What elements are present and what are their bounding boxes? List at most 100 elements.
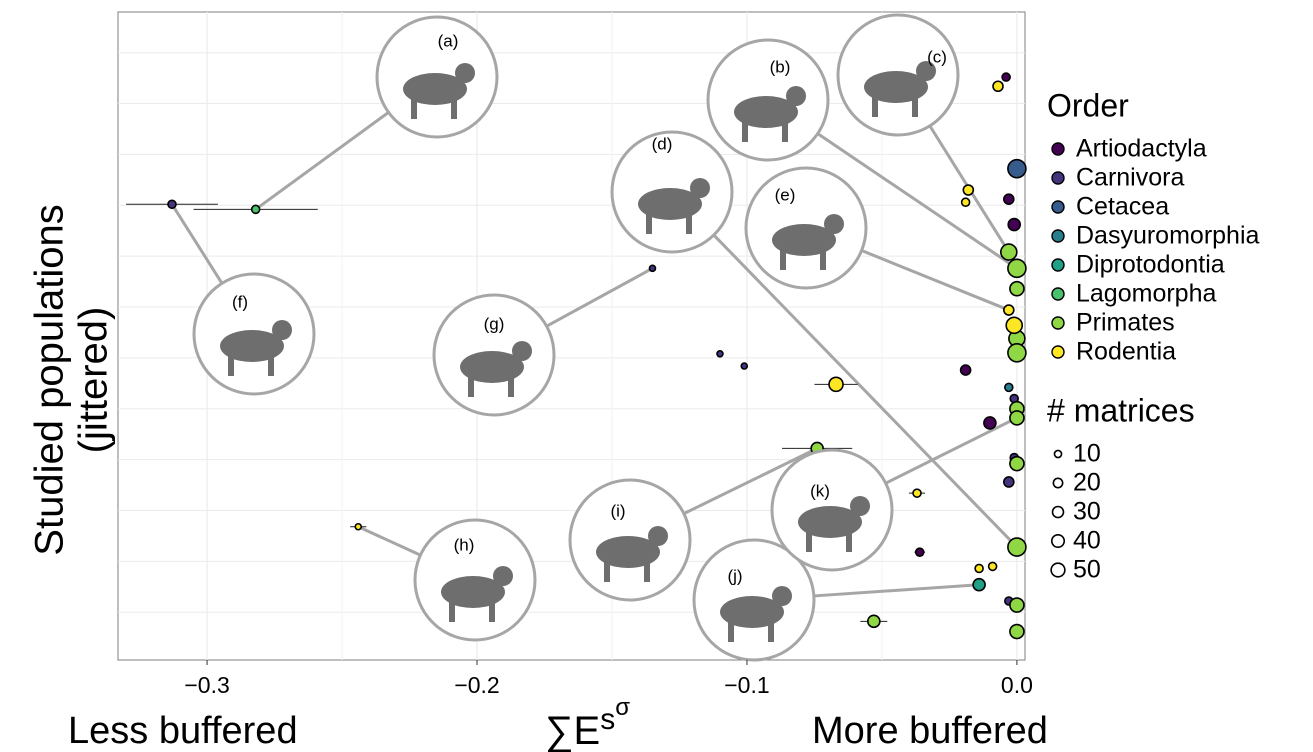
- annotation-label: (i): [610, 501, 625, 520]
- legend-label: Carnivora: [1076, 164, 1184, 192]
- point: [1002, 73, 1010, 81]
- legend-label: Diprotodontia: [1076, 251, 1225, 279]
- annotation: (f): [194, 274, 314, 394]
- silhouette: [872, 95, 878, 117]
- annotation-label: (e): [775, 185, 796, 204]
- point: [973, 579, 985, 591]
- point: [962, 198, 970, 206]
- point: [984, 417, 996, 429]
- point: [963, 185, 973, 195]
- point: [1008, 259, 1026, 277]
- x-title-base: ∑E: [545, 709, 600, 752]
- x-title-supsup: σ: [615, 694, 630, 721]
- silhouette: [850, 496, 870, 516]
- legend-label: Lagomorpha: [1076, 280, 1216, 308]
- x-tick-label: −0.2: [454, 672, 499, 698]
- annotation-label: (j): [727, 566, 742, 585]
- point: [829, 377, 843, 391]
- silhouette: [493, 566, 513, 586]
- page: {"chart_data": { "type": "scatter", "xla…: [0, 0, 1313, 752]
- y-axis-title: Studied populations: [28, 204, 72, 555]
- silhouette: [489, 600, 495, 622]
- x-label-right: More buffered: [812, 710, 1048, 752]
- silhouette: [742, 120, 748, 142]
- point: [717, 351, 723, 357]
- point: [741, 363, 747, 369]
- point: [1008, 538, 1026, 556]
- point: [649, 265, 655, 271]
- silhouette: [268, 354, 274, 376]
- point: [252, 205, 260, 213]
- size-legend-marker: [1051, 563, 1065, 577]
- annotation-label: (c): [927, 47, 947, 66]
- annotation-label: (b): [770, 57, 791, 76]
- legend-marker: [1052, 230, 1064, 242]
- point: [989, 562, 997, 570]
- legend-label: Primates: [1076, 309, 1175, 337]
- x-tick-label: −0.3: [184, 672, 229, 698]
- size-legend-title: # matrices: [1047, 392, 1195, 428]
- annotation-label: (d): [652, 134, 673, 153]
- point: [1004, 477, 1014, 487]
- point: [993, 81, 1003, 91]
- size-legend-label: 20: [1073, 469, 1101, 497]
- size-legend-label: 30: [1073, 498, 1101, 526]
- point: [1010, 282, 1024, 296]
- point: [355, 524, 361, 530]
- silhouette: [272, 320, 292, 340]
- point: [1010, 598, 1024, 612]
- silhouette: [768, 620, 774, 642]
- legend-title: Order: [1047, 87, 1129, 123]
- annotation: (d): [612, 132, 732, 252]
- silhouette: [786, 86, 806, 106]
- silhouette: [648, 526, 668, 546]
- point: [913, 489, 921, 497]
- chart: (a)(b)(c)(d)(e)(f)(g)(h)(i)(j)(k)−0.3−0.…: [0, 0, 1313, 752]
- silhouette: [508, 375, 514, 397]
- point: [1006, 317, 1022, 333]
- annotation: (h): [415, 520, 535, 640]
- size-legend-marker: [1052, 506, 1063, 517]
- x-title-sup: s: [600, 703, 615, 736]
- size-legend-marker: [1054, 450, 1061, 457]
- silhouette: [912, 95, 918, 117]
- x-axis-title: ∑Esσ: [545, 694, 630, 752]
- silhouette: [468, 375, 474, 397]
- legend-label: Cetacea: [1076, 193, 1169, 221]
- x-tick-label: −0.1: [724, 672, 769, 698]
- silhouette: [451, 97, 457, 119]
- annotation-label: (f): [232, 292, 248, 311]
- annotation: (a): [377, 17, 497, 137]
- annotation: (k): [772, 450, 892, 570]
- silhouette: [411, 97, 417, 119]
- silhouette: [780, 248, 786, 270]
- size-legend-marker: [1052, 535, 1064, 547]
- silhouette: [782, 120, 788, 142]
- annotation: (i): [570, 480, 690, 600]
- silhouette: [604, 560, 610, 582]
- point: [961, 365, 971, 375]
- legend-marker: [1052, 288, 1064, 300]
- annotation: (b): [708, 40, 828, 160]
- point: [1001, 244, 1017, 260]
- point: [1008, 344, 1026, 362]
- point: [868, 615, 880, 627]
- point: [1010, 625, 1024, 639]
- legend-marker: [1052, 346, 1064, 358]
- annotation-label: (h): [454, 535, 475, 554]
- point: [1008, 219, 1020, 231]
- silhouette: [846, 530, 852, 552]
- legend-marker: [1052, 143, 1064, 155]
- legend-label: Rodentia: [1076, 338, 1176, 366]
- point: [1005, 383, 1013, 391]
- annotation-label: (k): [810, 481, 830, 500]
- silhouette: [690, 178, 710, 198]
- silhouette: [824, 214, 844, 234]
- silhouette: [512, 341, 532, 361]
- legend-marker: [1052, 201, 1064, 213]
- point: [1010, 411, 1024, 425]
- annotation-label: (a): [438, 31, 459, 50]
- silhouette: [772, 586, 792, 606]
- silhouette: [455, 63, 475, 83]
- point: [1010, 457, 1024, 471]
